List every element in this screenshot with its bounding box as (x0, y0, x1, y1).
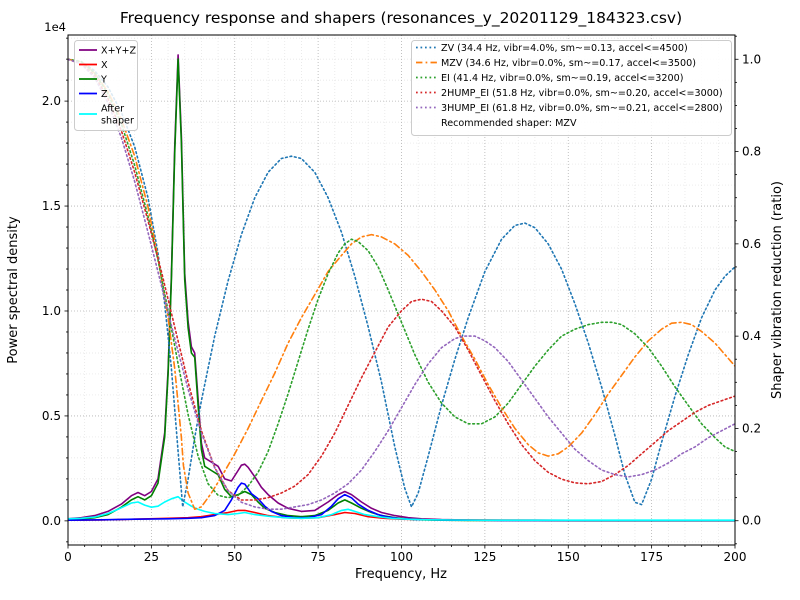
series-layer (68, 54, 735, 522)
x-tick-label: 50 (227, 550, 242, 564)
legend-label-xyz: X+Y+Z (101, 46, 137, 57)
y-axis-label-right: Shaper vibration reduction (ratio) (770, 181, 785, 399)
x-tick-label: 175 (640, 550, 663, 564)
legend-label-shaper: shaper (101, 116, 134, 127)
legend-label-y: Y (100, 75, 107, 86)
legend-label-zv: ZV (34.4 Hz, vibr=4.0%, sm~=0.13, accel<… (441, 43, 688, 54)
y-right-tick-label: 0.4 (742, 329, 761, 343)
x-tick-label: 150 (557, 550, 580, 564)
x-tick-label: 125 (473, 550, 496, 564)
series-mzv (68, 58, 735, 511)
series-x-y-z (68, 54, 735, 522)
axis-ticks (64, 35, 739, 549)
series-3hump-ei (68, 58, 735, 511)
chart-title: Frequency response and shapers (resonanc… (120, 9, 682, 28)
y-left-tick-label: 2.0 (42, 94, 61, 108)
x-tick-label: 100 (390, 550, 413, 564)
series-after-shaper (68, 495, 735, 522)
psd-legend: X+Y+Z X Y Z After shaper (74, 40, 138, 131)
y-right-tick-label: 0.6 (742, 237, 761, 251)
legend-label-2hump-ei: 2HUMP_EI (51.8 Hz, vibr=0.0%, sm~=0.20, … (441, 88, 723, 99)
x-tick-label: 75 (310, 550, 325, 564)
y-left-tick-label: 0.5 (42, 409, 61, 423)
psd-legend-box (74, 40, 138, 131)
shaper-legend-box (411, 40, 732, 136)
x-tick-label: 200 (724, 550, 747, 564)
y-axis-label-left: Power spectral density (6, 216, 21, 364)
y-right-tick-label: 1.0 (742, 52, 761, 66)
legend-label-recommended-shaper: Recommended shaper: MZV (441, 118, 577, 129)
y-left-tick-label: 0.0 (42, 514, 61, 528)
legend-label-ei: EI (41.4 Hz, vibr=0.0%, sm~=0.19, accel<… (441, 73, 683, 84)
legend-label-z: Z (101, 89, 108, 100)
shaper-legend: ZV (34.4 Hz, vibr=4.0%, sm~=0.13, accel<… (411, 40, 732, 136)
y-left-tick-label: 1.0 (42, 304, 61, 318)
series-zv (68, 58, 735, 508)
legend-label-3hump-ei: 3HUMP_EI (61.8 Hz, vibr=0.0%, sm~=0.21, … (441, 103, 723, 114)
axis-tick-labels: 0 25 50 75 100 125 150 175 200 0.0 0.5 1.0 1.5 2.0 0.0… (42, 52, 761, 564)
y-right-tick-label: 0.2 (742, 421, 761, 435)
y-left-tick-label: 1.5 (42, 199, 61, 213)
y-axis-offset-label: 1e4 (44, 20, 66, 34)
legend-label-after: After (101, 104, 124, 115)
x-axis-label: Frequency, Hz (355, 567, 447, 582)
series-2hump-ei (68, 58, 735, 501)
legend-label-x: X (101, 60, 108, 71)
series-ei (68, 58, 735, 499)
x-tick-label: 25 (144, 550, 159, 564)
y-right-tick-label: 0.0 (742, 514, 761, 528)
legend-label-mzv: MZV (34.6 Hz, vibr=0.0%, sm~=0.17, accel… (441, 58, 696, 69)
x-tick-label: 0 (64, 550, 72, 564)
y-right-tick-label: 0.8 (742, 145, 761, 159)
